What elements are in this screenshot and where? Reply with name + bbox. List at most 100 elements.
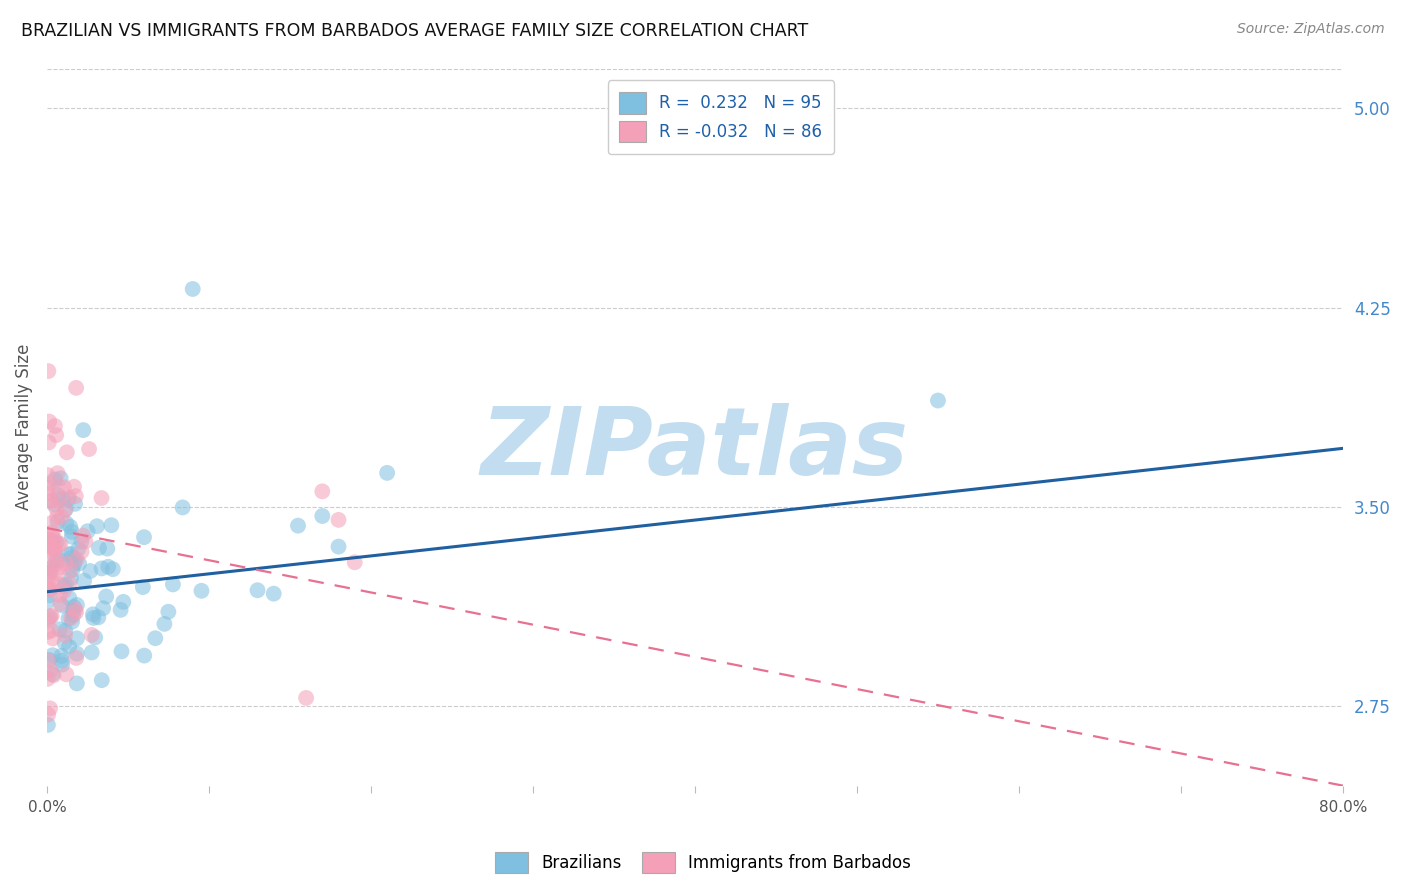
Point — [39, 494, 62, 508]
Point — [51, 599, 73, 613]
Point — [67, 557, 90, 571]
Point — [91, 601, 114, 615]
Legend: Brazilians, Immigrants from Barbados: Brazilians, Immigrants from Barbados — [488, 846, 918, 880]
Point — [55, 557, 77, 571]
Point — [41, 574, 63, 589]
Point — [63, 557, 86, 571]
Point — [53, 624, 76, 638]
Point — [37, 718, 59, 732]
Text: BRAZILIAN VS IMMIGRANTS FROM BARBADOS AVERAGE FAMILY SIZE CORRELATION CHART: BRAZILIAN VS IMMIGRANTS FROM BARBADOS AV… — [21, 22, 808, 40]
Point — [59, 571, 82, 585]
Point — [41, 493, 63, 508]
Point — [90, 491, 112, 505]
Point — [37, 707, 59, 722]
Point — [53, 635, 76, 649]
Point — [72, 423, 94, 437]
Point — [65, 489, 87, 503]
Point — [39, 582, 62, 596]
Point — [58, 611, 80, 625]
Point — [60, 611, 83, 625]
Point — [58, 490, 80, 504]
Point — [65, 381, 87, 395]
Point — [63, 497, 86, 511]
Point — [132, 530, 155, 544]
Point — [80, 645, 103, 659]
Point — [49, 553, 72, 567]
Point — [55, 577, 77, 591]
Point — [110, 603, 132, 617]
Point — [375, 466, 398, 480]
Point — [41, 648, 63, 663]
Point — [39, 664, 62, 678]
Point — [35, 595, 58, 609]
Point — [60, 524, 83, 539]
Point — [37, 533, 59, 547]
Point — [44, 498, 66, 512]
Point — [172, 500, 194, 515]
Legend: R =  0.232   N = 95, R = -0.032   N = 86: R = 0.232 N = 95, R = -0.032 N = 86 — [607, 80, 834, 154]
Point — [48, 479, 70, 493]
Point — [67, 542, 90, 557]
Point — [87, 541, 110, 555]
Point — [66, 676, 89, 690]
Point — [39, 624, 62, 638]
Point — [181, 282, 204, 296]
Point — [295, 690, 318, 705]
Point — [46, 491, 69, 506]
Point — [38, 567, 60, 582]
Point — [80, 628, 103, 642]
Point — [100, 518, 122, 533]
Point — [41, 608, 63, 623]
Point — [86, 519, 108, 533]
Point — [60, 551, 83, 566]
Point — [157, 605, 180, 619]
Point — [343, 555, 366, 569]
Point — [51, 510, 73, 524]
Point — [38, 653, 60, 667]
Point — [37, 526, 59, 541]
Point — [190, 583, 212, 598]
Point — [38, 561, 60, 575]
Point — [41, 540, 63, 554]
Point — [143, 631, 166, 645]
Point — [49, 471, 72, 485]
Point — [42, 543, 65, 558]
Point — [48, 588, 70, 602]
Point — [45, 535, 67, 549]
Point — [55, 502, 77, 516]
Point — [46, 510, 69, 524]
Point — [73, 574, 96, 588]
Point — [311, 484, 333, 499]
Point — [41, 667, 63, 681]
Point — [49, 597, 72, 611]
Point — [55, 516, 77, 531]
Point — [42, 632, 65, 646]
Point — [77, 442, 100, 456]
Point — [41, 529, 63, 543]
Point — [287, 518, 309, 533]
Point — [44, 472, 66, 486]
Point — [38, 653, 60, 667]
Point — [328, 540, 350, 554]
Point — [63, 600, 86, 615]
Point — [37, 486, 59, 500]
Point — [45, 553, 67, 567]
Point — [79, 564, 101, 578]
Point — [39, 561, 62, 575]
Point — [72, 528, 94, 542]
Point — [38, 435, 60, 450]
Point — [134, 648, 156, 663]
Point — [58, 591, 80, 606]
Point — [37, 672, 59, 686]
Point — [263, 587, 285, 601]
Point — [39, 701, 62, 715]
Point — [55, 667, 77, 681]
Text: ZIPatlas: ZIPatlas — [481, 402, 910, 494]
Point — [53, 628, 76, 642]
Point — [42, 668, 65, 682]
Point — [66, 598, 89, 612]
Point — [62, 563, 84, 577]
Point — [96, 590, 118, 604]
Point — [87, 610, 110, 624]
Point — [65, 602, 87, 616]
